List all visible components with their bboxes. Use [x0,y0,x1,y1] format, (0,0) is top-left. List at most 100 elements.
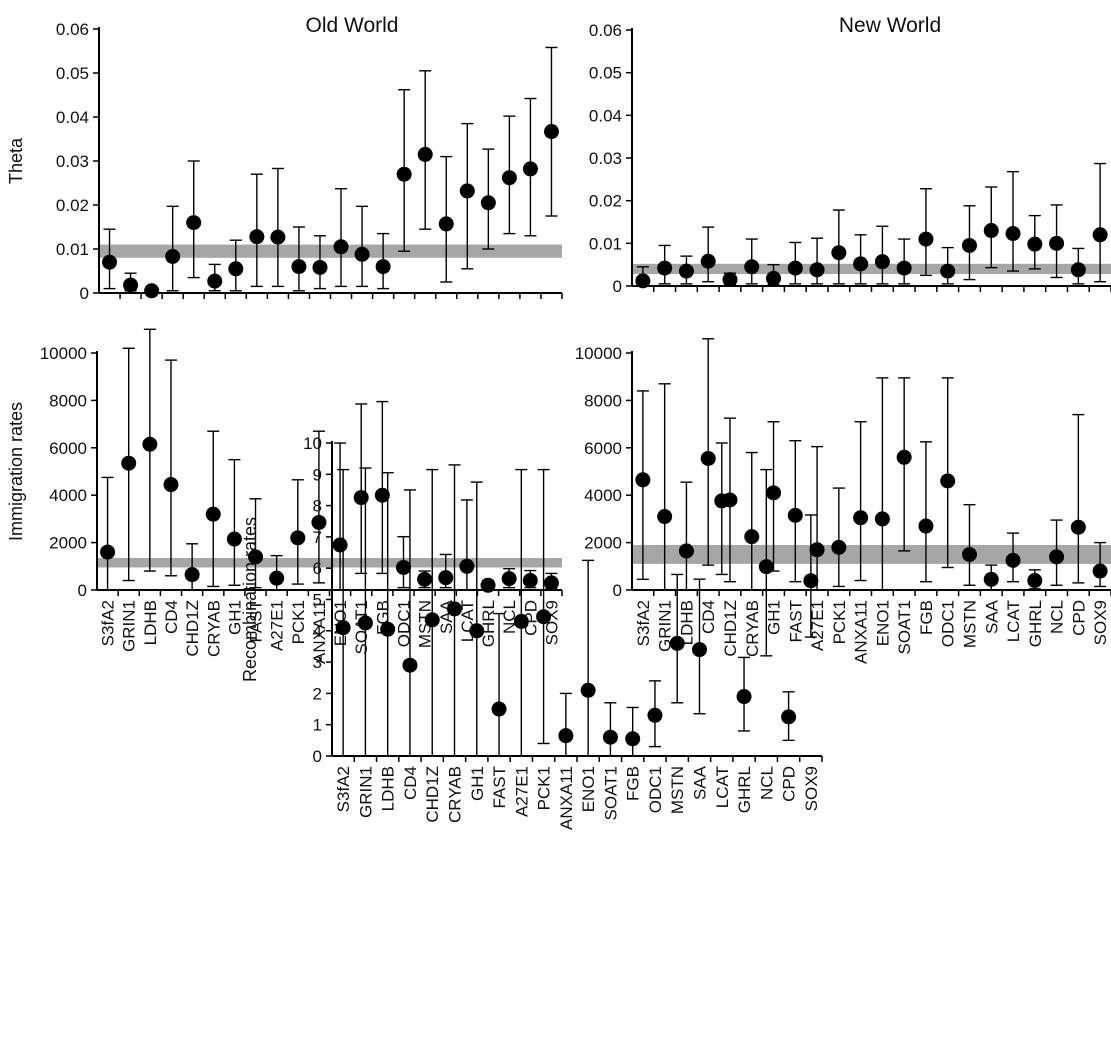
error-bar [460,499,473,591]
data-point [163,477,179,493]
x-tick-label: GHRL [1026,600,1045,647]
data-point [692,642,707,658]
x-tick-label: A27E1 [512,766,531,817]
x-tick-label: LCAT [1004,600,1023,642]
data-point [184,567,200,583]
data-point [396,166,412,182]
x-tick-label: CPD [1069,600,1088,636]
data-point [312,259,328,275]
x-tick-label: GH1 [468,766,487,801]
error-bar [1072,413,1085,584]
error-bar [515,468,528,757]
y-tick-label: 0.02 [56,196,89,215]
x-tick-label: ODC1 [646,766,665,813]
data-point [1005,226,1021,242]
y-tick-label: 0 [613,581,622,600]
data-point [744,259,760,275]
data-point [625,731,641,747]
y-tick-label: 4000 [584,486,622,505]
reference-band [97,558,562,568]
y-tick-label: 6 [313,559,322,578]
error-bar [941,377,954,569]
y-axis-label: Recombination rates [240,517,260,682]
data-point [480,577,496,593]
y-tick-label: 8000 [49,391,87,410]
chart-theta-old-world: 0 0.01 0.02 0.03 0.04 0.05 0.06 Old World Theta [6,14,563,303]
x-tick-label: NCL [500,600,519,634]
x-tick-label: S3fA2 [99,600,118,646]
data-point [335,620,351,636]
y-tick-label: 0 [313,747,322,766]
data-point [940,263,956,279]
y-tick-label: 0.02 [589,192,622,211]
error-bar [715,442,728,576]
x-tick-label: CD4 [401,766,420,800]
data-point [700,450,716,466]
data-point [918,518,934,534]
data-point [896,260,912,276]
error-bar [604,702,617,757]
data-point [374,487,390,503]
x-tick-label: SOAT1 [601,766,620,820]
data-point [228,261,244,277]
data-point [333,239,349,255]
y-tick-label: 0.06 [56,20,89,39]
error-bar [376,400,389,575]
data-point [896,449,912,465]
error-bar [335,188,348,288]
data-point [1027,236,1043,252]
x-tick-label: CHD1Z [183,600,202,657]
data-point [766,270,782,286]
error-bar [101,476,114,591]
data-point [438,570,454,586]
x-tick-label: CRYAB [446,766,465,823]
x-tick-label: LDHB [379,766,398,811]
y-tick-label: 5 [313,591,322,610]
x-tick-label: CD4 [162,600,181,634]
x-tick-label: CHD1Z [721,600,740,657]
data-point [513,613,529,629]
error-bar [658,383,671,591]
y-tick-label: 0.03 [56,152,89,171]
data-point [961,546,977,562]
x-tick-label: GH1 [225,600,244,635]
data-point [248,549,264,565]
data-point [803,573,819,589]
error-bar [381,472,394,757]
data-point [417,571,433,587]
error-bar [271,167,284,288]
data-point [491,701,507,717]
x-tick-label: PCK1 [535,766,554,810]
data-point [1092,563,1108,579]
error-bar [811,445,824,591]
x-tick-label: CHD1Z [423,766,442,823]
data-point [874,254,890,270]
x-tick-label: NCL [757,766,776,800]
data-point [269,570,285,586]
data-point [918,231,934,247]
y-tick-label: 0.05 [56,64,89,83]
data-point [1049,235,1065,251]
error-bar [582,559,595,757]
y-tick-label: 0.04 [589,106,622,125]
reference-band [632,544,1111,564]
data-point [669,635,685,651]
y-tick-label: 0.06 [589,21,622,40]
data-point [736,689,752,705]
data-point [602,729,618,745]
data-point [961,237,977,253]
chart-title: Old World [306,14,399,37]
x-tick-label: SAA [691,765,710,800]
x-tick-label: ENO1 [579,766,598,812]
x-tick-label: SOX9 [802,766,821,811]
x-tick-label: SAA [982,599,1001,634]
y-tick-label: 0.05 [589,64,622,83]
y-tick-label: 2 [313,684,322,703]
data-point [678,543,694,559]
data-point [438,216,454,232]
error-bar [745,451,758,591]
x-tick-label: FGB [917,600,936,635]
data-point [332,537,348,553]
